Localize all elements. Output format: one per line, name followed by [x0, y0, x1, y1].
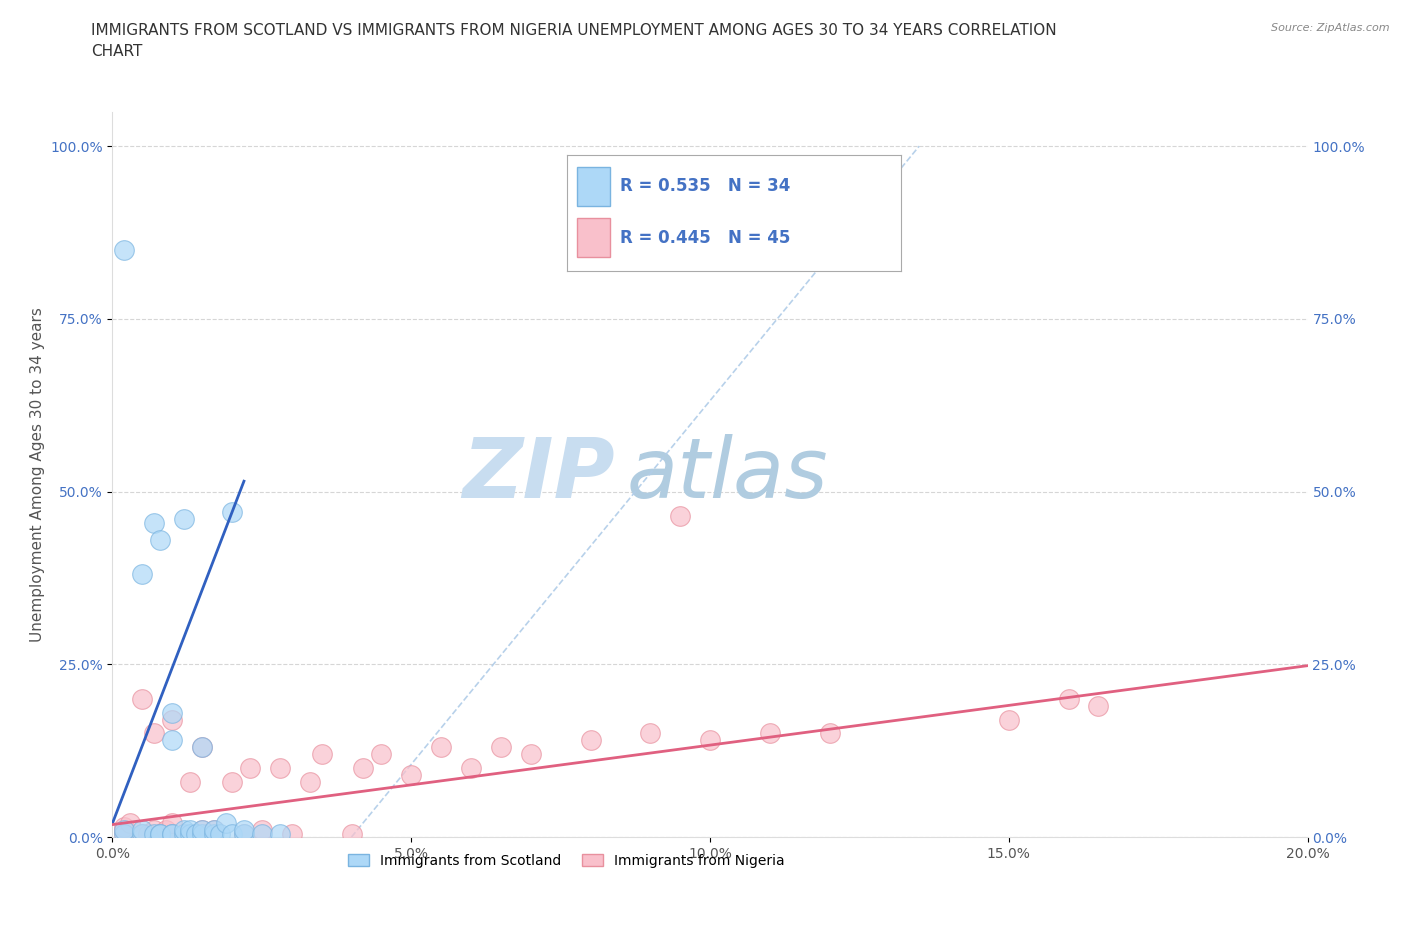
Point: [131, 567, 153, 582]
Point: [143, 515, 166, 530]
Point: [155, 823, 177, 838]
Point: [669, 509, 692, 524]
Point: [191, 823, 214, 838]
Point: [149, 826, 172, 841]
Point: [162, 705, 183, 720]
Point: [759, 726, 782, 741]
Point: [221, 505, 243, 520]
Point: [202, 823, 225, 838]
Point: [202, 823, 225, 838]
Point: [401, 767, 423, 782]
Point: [114, 819, 135, 834]
Text: Source: ZipAtlas.com: Source: ZipAtlas.com: [1271, 23, 1389, 33]
Point: [191, 739, 214, 754]
Point: [1087, 698, 1109, 713]
Point: [149, 826, 172, 841]
Point: [640, 726, 662, 741]
Point: [311, 747, 333, 762]
Point: [131, 691, 153, 706]
Point: [269, 826, 291, 841]
Point: [209, 826, 232, 841]
Point: [699, 733, 721, 748]
Point: [281, 826, 304, 841]
Point: [1057, 691, 1080, 706]
Point: [221, 826, 243, 841]
Point: [191, 739, 214, 754]
Text: IMMIGRANTS FROM SCOTLAND VS IMMIGRANTS FROM NIGERIA UNEMPLOYMENT AMONG AGES 30 T: IMMIGRANTS FROM SCOTLAND VS IMMIGRANTS F…: [91, 23, 1057, 60]
Point: [520, 747, 543, 762]
Point: [162, 712, 183, 727]
Point: [239, 761, 262, 776]
Point: [370, 747, 392, 762]
Point: [269, 761, 291, 776]
Point: [179, 775, 201, 790]
Point: [162, 826, 183, 841]
Point: [179, 826, 201, 841]
Point: [233, 826, 256, 841]
Point: [143, 726, 166, 741]
Point: [221, 775, 243, 790]
Y-axis label: Unemployment Among Ages 30 to 34 years: Unemployment Among Ages 30 to 34 years: [30, 307, 45, 642]
Point: [460, 761, 482, 776]
Point: [173, 823, 195, 838]
Point: [191, 823, 214, 838]
Point: [162, 816, 183, 830]
Point: [162, 826, 183, 841]
Point: [131, 826, 153, 841]
Point: [173, 512, 195, 526]
Point: [186, 826, 208, 841]
Point: [114, 826, 135, 841]
Point: [489, 739, 512, 754]
Point: [202, 826, 225, 841]
Point: [143, 826, 166, 841]
Point: [233, 826, 256, 841]
Point: [149, 826, 172, 841]
Point: [173, 826, 195, 841]
Point: [114, 243, 135, 258]
Point: [131, 826, 153, 841]
Point: [114, 823, 135, 838]
Point: [998, 712, 1021, 727]
Point: [340, 826, 363, 841]
Text: ZIP: ZIP: [461, 433, 614, 515]
Point: [138, 826, 160, 841]
Point: [191, 826, 214, 841]
Point: [131, 823, 153, 838]
Point: [162, 733, 183, 748]
Point: [114, 826, 135, 841]
Point: [430, 739, 453, 754]
Point: [579, 733, 602, 748]
Legend: Immigrants from Scotland, Immigrants from Nigeria: Immigrants from Scotland, Immigrants fro…: [343, 848, 790, 873]
Point: [114, 823, 135, 838]
Text: atlas: atlas: [627, 433, 828, 515]
Point: [353, 761, 375, 776]
Point: [215, 816, 238, 830]
Point: [250, 823, 273, 838]
Point: [197, 826, 219, 841]
Point: [143, 823, 166, 838]
Point: [120, 816, 142, 830]
Point: [162, 826, 183, 841]
Point: [149, 533, 172, 548]
Point: [173, 826, 195, 841]
Point: [298, 775, 321, 790]
Point: [250, 826, 273, 841]
Point: [179, 823, 201, 838]
Point: [818, 726, 841, 741]
Point: [233, 823, 256, 838]
